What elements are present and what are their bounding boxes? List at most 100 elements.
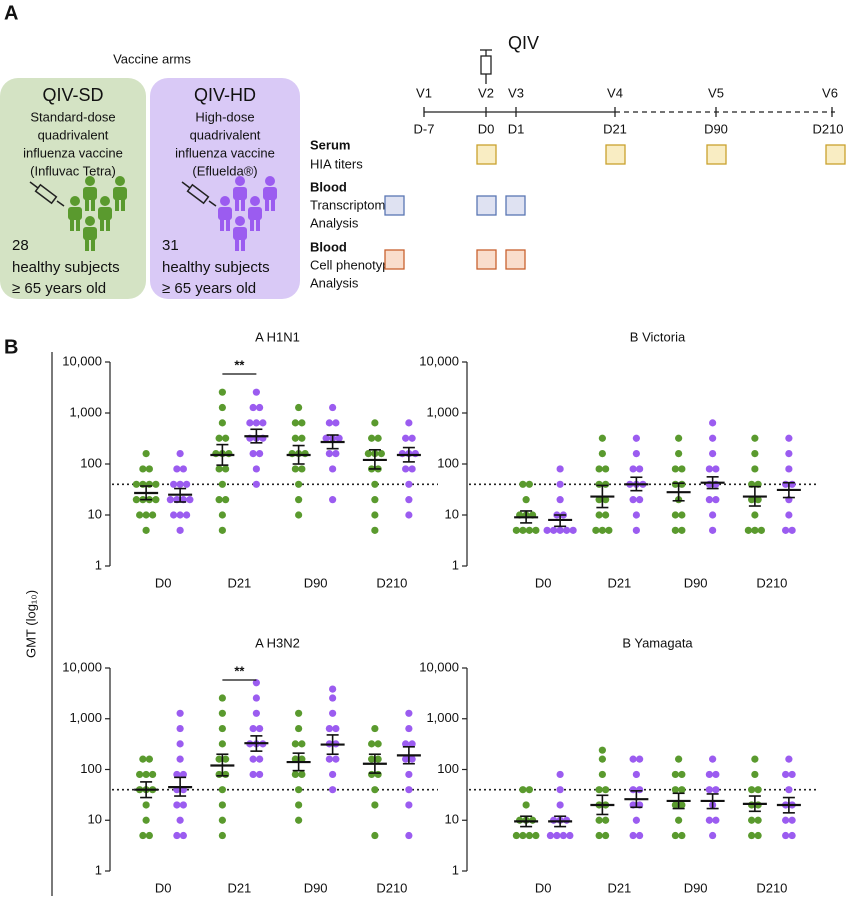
data-point [170,511,178,519]
data-point [595,816,603,824]
data-point [598,755,606,763]
data-point [218,816,226,824]
data-point [748,786,756,794]
data-point [405,709,413,717]
data-point [782,770,790,779]
data-point [173,801,181,809]
data-point [712,465,720,473]
y-tick-label: 10,000 [419,353,459,368]
data-point [371,496,379,504]
data-point [256,755,264,763]
data-point [368,434,376,442]
data-point [595,786,603,794]
data-point [751,449,759,458]
data-point [298,770,306,779]
data-point [785,449,793,458]
data-point [249,403,257,412]
data-point [788,831,796,840]
data-point [751,465,759,473]
data-point [149,770,157,779]
data-point [598,526,606,534]
data-point [218,403,226,412]
x-tick-label: D21 [227,880,251,895]
data-point [252,709,260,717]
data-point [405,770,413,779]
data-point [145,755,153,763]
data-point [142,816,150,824]
day: D0 [478,121,495,136]
data-point [329,770,337,779]
day: D-7 [414,121,435,136]
day: D1 [508,121,525,136]
data-point [705,770,713,779]
data-point [325,449,333,458]
data-point [179,770,187,779]
y-tick-label: 10 [445,506,459,521]
data-point [256,724,264,733]
data-point [525,831,533,840]
data-point [408,434,416,442]
data-point [525,480,533,488]
data-point [402,740,410,748]
data-point [186,496,194,504]
data-point [145,465,153,473]
data-point [785,434,793,442]
data-point [139,831,147,840]
data-point [368,755,376,763]
data-point [785,786,793,794]
data-point [179,831,187,840]
visit: V6 [822,85,838,100]
data-point [678,831,686,840]
arm-desc: quadrivalent [190,127,261,142]
data-point [405,786,413,794]
data-point [712,816,720,824]
data-point [754,816,762,824]
data-point [675,434,683,442]
data-point [332,724,340,733]
data-point [405,419,413,427]
data-point [329,694,337,702]
data-point [256,403,264,412]
data-point [329,403,337,412]
data-point [332,755,340,763]
data-point [602,831,610,840]
data-point [218,480,226,488]
data-point [335,434,343,442]
data-point [675,755,683,763]
data-point [605,526,613,534]
data-point [632,816,640,824]
data-point [405,724,413,733]
arm-desc: quadrivalent [38,127,109,142]
data-point [405,480,413,488]
x-tick-label: D0 [535,575,552,590]
y-tick-label: 10 [88,506,102,521]
data-point [368,740,376,748]
data-point [785,465,793,473]
data-point [629,755,637,763]
data-point [173,770,181,779]
data-point [751,755,759,763]
data-point [751,434,759,442]
assay-text: Transcriptomic [310,197,395,212]
data-point [371,480,379,488]
data-point [595,496,603,504]
arm-desc: influenza vaccine [23,145,123,160]
data-point [252,679,260,687]
data-point [705,465,713,473]
data-point [629,831,637,840]
data-point [671,526,679,534]
data-point [598,746,606,754]
data-point [298,434,306,442]
sample-boxes [384,195,526,216]
visit: V4 [607,85,623,100]
data-point [602,511,610,519]
data-point [291,740,299,748]
data-point [252,694,260,702]
data-point [751,526,759,534]
data-point [371,511,379,519]
chart-title: B Yamagata [622,635,693,650]
data-point [166,496,174,504]
data-point [782,816,790,824]
y-tick-label: 1 [95,557,102,572]
